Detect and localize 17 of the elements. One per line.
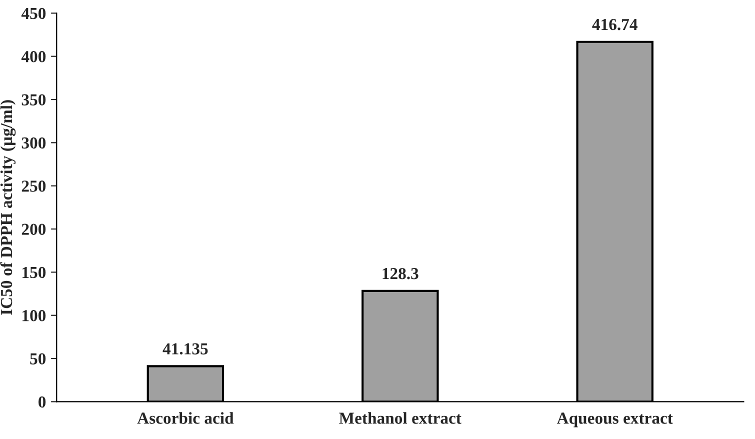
y-tick-label: 50 <box>30 353 46 364</box>
data-label: 41.135 <box>162 343 208 355</box>
x-tick-label: Aqueous extract <box>556 412 673 428</box>
data-label: 128.3 <box>382 268 418 280</box>
y-axis-title: IC50 of DPPH activity (µg/ml) <box>0 100 16 315</box>
x-tick-label: Methanol extract <box>339 412 462 424</box>
x-tick-label: Ascorbic acid <box>137 412 234 424</box>
y-tick-label: 0 <box>38 396 46 408</box>
y-tick-label: 100 <box>22 310 46 322</box>
y-tick-label: 150 <box>22 266 46 278</box>
data-label: 416.74 <box>592 18 638 30</box>
y-tick-label: 250 <box>22 180 46 192</box>
y-tick-label: 200 <box>22 224 46 235</box>
y-tick-label: 400 <box>21 51 46 62</box>
y-tick-label: 450 <box>21 8 46 20</box>
y-tick-label: 300 <box>22 137 46 149</box>
y-tick-label: 350 <box>22 94 46 106</box>
